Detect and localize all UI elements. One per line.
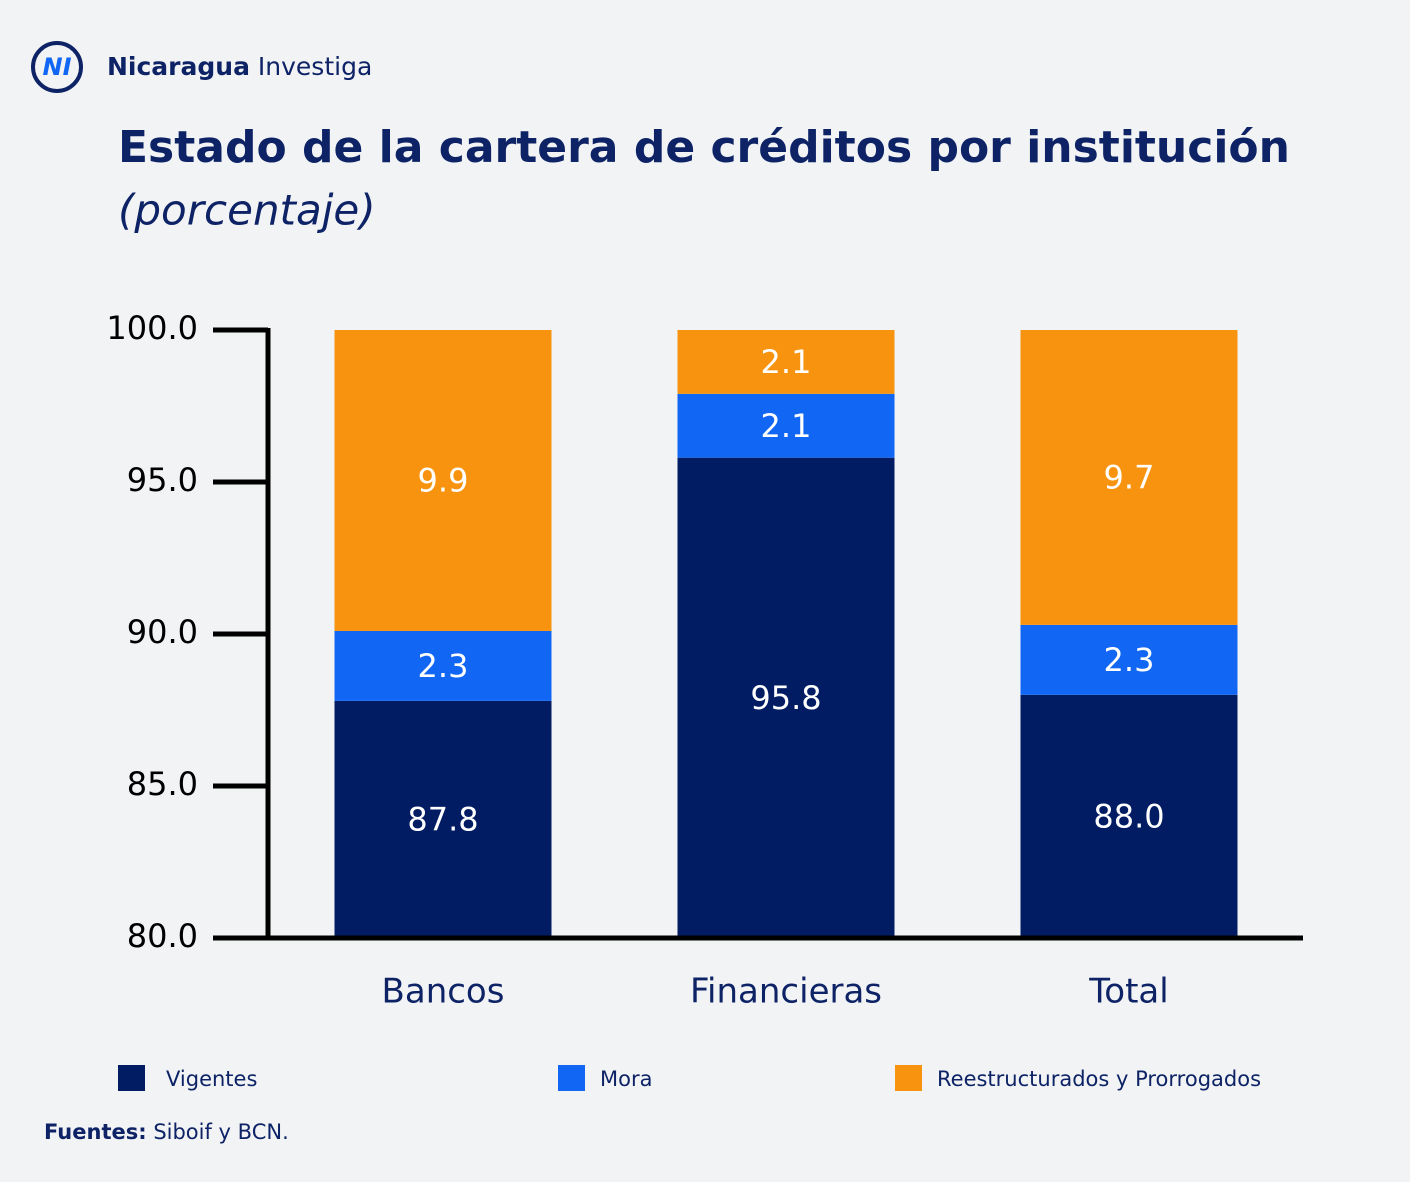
value-label: 2.1 [761,343,812,381]
bar-segment [1020,624,1238,695]
value-label: 95.8 [750,679,821,717]
bar-segment [677,457,895,938]
value-label: 9.9 [418,461,469,499]
y-tick-label: 100.0 [106,309,198,347]
logo-ring [31,41,83,93]
brand-regular: Investiga [258,52,372,81]
value-label: 2.1 [761,407,812,445]
bar-segment [334,630,552,701]
bar-segment [677,330,895,394]
brand-bold: Nicaragua [107,52,250,81]
chart-title: Estado de la cartera de créditos por ins… [118,122,1290,173]
source-text: Siboif y BCN. [153,1120,288,1144]
value-label: 2.3 [418,647,469,685]
source-label: Fuentes: [44,1120,147,1144]
legend-swatch [118,1065,145,1091]
brand-name: Nicaragua Investiga [107,52,372,81]
logo-mark: NI [42,53,71,81]
logo: NI [31,41,83,93]
bar-segment [677,393,895,458]
x-tick-label: Total [1088,972,1168,1012]
chart-subtitle: (porcentaje) [118,186,376,235]
value-label: 87.8 [407,800,478,838]
y-tick-label: 80.0 [127,917,198,955]
value-label: 9.7 [1104,458,1155,496]
bar-segment [334,330,552,631]
source: Fuentes: Siboif y BCN. [44,1120,289,1144]
value-label: 2.3 [1104,641,1155,679]
y-tick-label: 85.0 [127,765,198,803]
x-tick-label: Financieras [690,972,882,1012]
legend-swatch [895,1065,922,1091]
y-tick-label: 90.0 [127,613,198,651]
x-tick-label: Bancos [382,972,505,1012]
value-label: 88.0 [1093,797,1164,835]
legend-swatch [558,1065,585,1091]
legend-label: Vigentes [166,1067,257,1091]
bar-segment [1020,330,1238,625]
bar-segment [334,700,552,938]
legend-label: Reestructurados y Prorrogados [937,1067,1261,1091]
legend-label: Mora [600,1067,652,1091]
y-tick-label: 95.0 [127,461,198,499]
bar-segment [1020,694,1238,938]
